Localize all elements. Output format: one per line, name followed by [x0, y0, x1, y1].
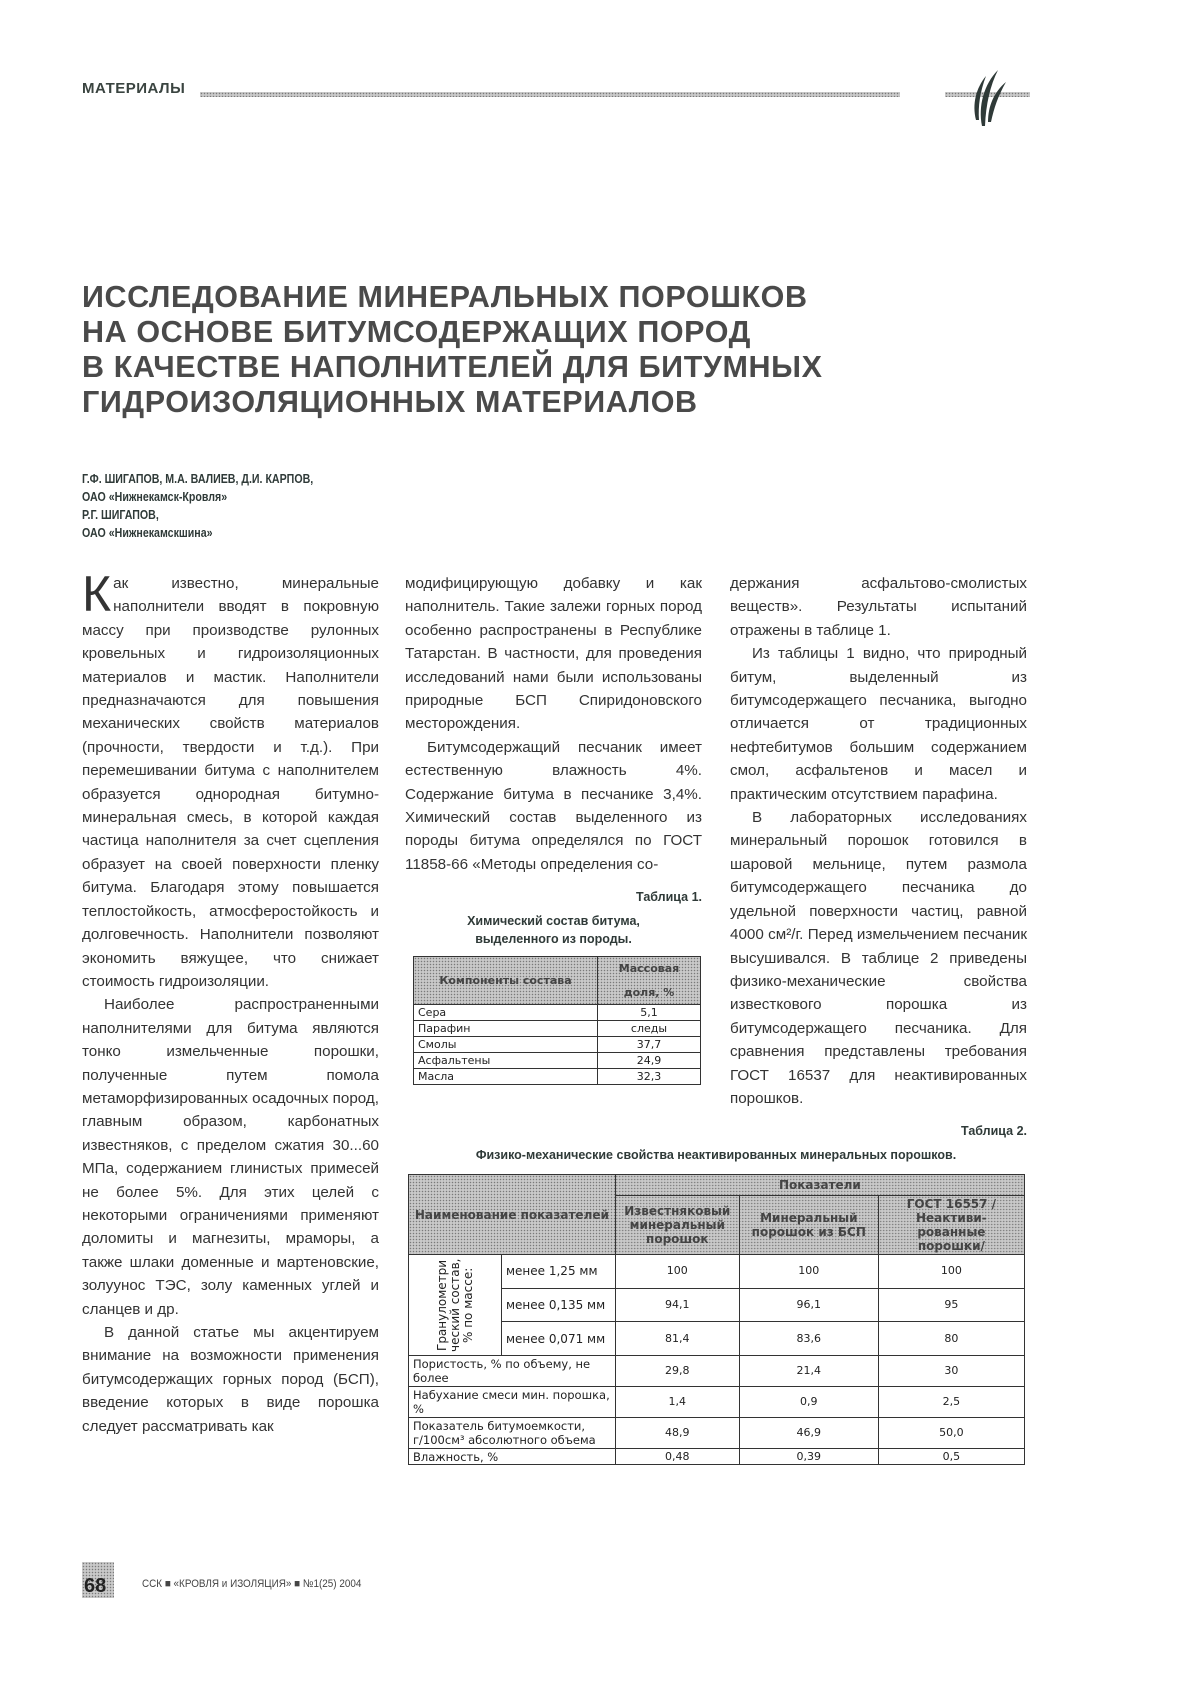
value-cell: 48,9 [614, 1417, 740, 1449]
table2: Наименование показателей Показатели Изве… [408, 1174, 1026, 1465]
table-row: Сера 5,1 [413, 1004, 701, 1022]
component-cell: Парафин [413, 1020, 598, 1038]
table-row: менее 0,071 мм 81,4 83,6 80 [409, 1321, 1026, 1356]
property-cell: Влажность, % [408, 1448, 616, 1465]
author-line: Г.Ф. ШИГАПОВ, М.А. ВАЛИЕВ, Д.И. КАРПОВ, [82, 472, 314, 486]
value-cell: 100 [877, 1254, 1026, 1289]
component-cell: Сера [413, 1004, 598, 1022]
table2-label: Таблица 2. [961, 1124, 1027, 1138]
value-cell: 83,6 [738, 1321, 879, 1356]
table1-title: Химический состав битума, выделенного из… [405, 912, 702, 948]
value-cell: 32,3 [597, 1068, 701, 1086]
value-cell: 96,1 [738, 1287, 879, 1323]
table-row: Показатель битумоемкости, г/100см³ абсол… [408, 1417, 1026, 1449]
title-line: В КАЧЕСТВЕ НАПОЛНИТЕЛЕЙ ДЛЯ БИТУМНЫХ [82, 350, 823, 384]
value-cell: 81,4 [614, 1321, 740, 1356]
body-column-2: модифицирующую добавку и как наполнитель… [405, 572, 702, 1086]
property-cell: Показатель битумоемкости, г/100см³ абсол… [408, 1417, 616, 1449]
journal-footer: ССК ■ «КРОВЛЯ и ИЗОЛЯЦИЯ» ■ №1(25) 2004 [142, 1578, 362, 1590]
title-line: ГИДРОИЗОЛЯЦИОННЫХ МАТЕРИАЛОВ [82, 385, 698, 419]
table2-title: Физико-механические свойства неактивиров… [475, 1148, 957, 1162]
size-cell: менее 0,071 мм [501, 1321, 616, 1356]
table2-column-header: Известняковый минеральный порошок [614, 1195, 740, 1255]
table1-header-cell: Массовая доля, % [597, 956, 701, 1006]
component-cell: Смолы [413, 1036, 598, 1054]
property-cell: Набухание смеси мин. порошка, % [408, 1386, 616, 1418]
paragraph: ак известно, минеральные наполнители вво… [82, 575, 379, 990]
paragraph: Из таблицы 1 видно, что природный битум,… [730, 645, 1027, 803]
value-cell: 30 [877, 1355, 1026, 1387]
value-cell: 46,9 [738, 1417, 879, 1449]
value-cell: 1,4 [614, 1386, 740, 1418]
property-cell: Пористость, % по объему, не более [408, 1355, 616, 1387]
table2-column-header: Минеральный порошок из БСП [738, 1195, 879, 1255]
page-number-badge: 68 [82, 1562, 114, 1598]
value-cell: 24,9 [597, 1052, 701, 1070]
table2-block: Таблица 2. Физико-механические свойства … [405, 1122, 1027, 1465]
value-cell: 21,4 [738, 1355, 879, 1387]
paragraph: Битумсодержащий песчаник имеет естествен… [405, 738, 702, 873]
affiliation: ОАО «Нижнекамскшина» [82, 526, 213, 540]
value-cell: 0,5 [877, 1448, 1026, 1465]
paragraph: В лабораторных исследованиях минеральный… [730, 809, 1027, 1107]
table2-header-name: Наименование показателей [408, 1174, 616, 1255]
article-title: ИССЛЕДОВАНИЕ МИНЕРАЛЬНЫХ ПОРОШКОВ НА ОСН… [82, 280, 982, 420]
value-cell: 100 [614, 1254, 740, 1289]
table1-title-line: выделенного из породы. [475, 932, 632, 947]
table1-header-cell: Компоненты состава [413, 956, 598, 1006]
header-rule [200, 92, 900, 97]
title-line: ИССЛЕДОВАНИЕ МИНЕРАЛЬНЫХ ПОРОШКОВ [82, 280, 808, 314]
table1-block: Таблица 1. Химический состав битума, выд… [405, 888, 702, 1086]
table1: Компоненты состава Массовая доля, % Сера… [413, 956, 701, 1086]
value-cell: следы [597, 1020, 701, 1038]
paragraph: держания асфальтово-смолистых веществ». … [730, 575, 1027, 639]
table2-header-group: Показатели [614, 1174, 1026, 1196]
authors: Г.Ф. ШИГАПОВ, М.А. ВАЛИЕВ, Д.И. КАРПОВ, … [82, 470, 313, 542]
value-cell: 50,0 [877, 1417, 1026, 1449]
value-cell: 100 [738, 1254, 879, 1289]
table1-label: Таблица 1. [636, 890, 702, 905]
value-cell: 80 [877, 1321, 1026, 1356]
value-cell: 37,7 [597, 1036, 701, 1054]
paragraph: Наиболее распространенными наполнителями… [82, 996, 379, 1318]
table-row: Парафин следы [413, 1020, 701, 1038]
table-row: Влажность, % 0,48 0,39 0,5 [408, 1448, 1026, 1465]
table-row: Пористость, % по объему, не более 29,8 21,… [408, 1355, 1026, 1387]
value-cell: 29,8 [614, 1355, 740, 1387]
value-cell: 5,1 [597, 1004, 701, 1022]
section-label: МАТЕРИАЛЫ [82, 80, 186, 97]
body-column-3: держания асфальтово-смолистых веществ». … [730, 572, 1027, 1110]
value-cell: 94,1 [614, 1287, 740, 1323]
value-cell: 0,39 [738, 1448, 879, 1465]
paragraph: В данной статье мы акцентируем внимание … [82, 1324, 379, 1435]
table-row: Смолы 37,7 [413, 1036, 701, 1054]
table1-title-line: Химический состав битума, [467, 914, 640, 929]
table2-column-header: ГОСТ 16557 /Неактиви-рованные порошки/ [877, 1195, 1026, 1255]
title-line: НА ОСНОВЕ БИТУМСОДЕРЖАЩИХ ПОРОД [82, 315, 751, 349]
table1-header: Компоненты состава Массовая доля, % [413, 956, 701, 1006]
table-row: Масла 32,3 [413, 1068, 701, 1086]
table-row: Набухание смеси мин. порошка, % 1,4 0,9 2,5 [408, 1386, 1026, 1418]
size-cell: менее 0,135 мм [501, 1287, 616, 1323]
table-row: Асфальтены 24,9 [413, 1052, 701, 1070]
author-line: Р.Г. ШИГАПОВ, [82, 508, 159, 522]
value-cell: 2,5 [877, 1386, 1026, 1418]
value-cell: 95 [877, 1287, 1026, 1323]
paragraph: модифицирующую добавку и как наполнитель… [405, 575, 702, 733]
drop-cap: К [82, 566, 112, 622]
affiliation: ОАО «Нижнекамск-Кровля» [82, 490, 228, 504]
component-cell: Асфальтены [413, 1052, 598, 1070]
component-cell: Масла [413, 1068, 598, 1086]
page-number: 68 [84, 1575, 107, 1597]
table2-header-row: Наименование показателей Показатели [408, 1174, 1026, 1255]
size-cell: менее 1,25 мм [501, 1254, 616, 1289]
publisher-feather-logo-icon [974, 70, 1006, 126]
value-cell: 0,48 [614, 1448, 740, 1465]
table-row: Гранулометрический состав, % по массе: ме… [408, 1254, 1026, 1356]
granulometric-cell: Гранулометрический состав, % по массе: [408, 1254, 502, 1356]
table-row: менее 0,135 мм 94,1 96,1 95 [409, 1287, 1026, 1323]
granulometric-label: Гранулометрический состав, % по массе: [434, 1258, 475, 1352]
value-cell: 0,9 [738, 1386, 879, 1418]
